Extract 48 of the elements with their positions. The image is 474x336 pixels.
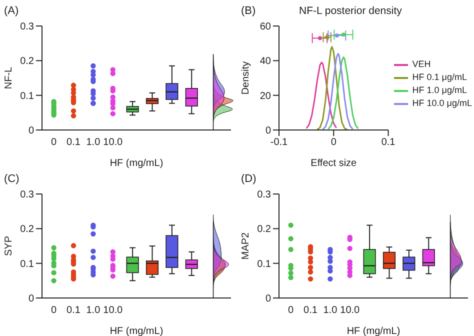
text: (D) — [241, 173, 256, 185]
x-tick-label: 10.0 — [103, 137, 124, 148]
y-tick-label: 0.1 — [20, 258, 34, 270]
legend-label: HF 0.1 μg/mL — [412, 71, 467, 84]
y-tick-label: 0.3 — [257, 190, 272, 201]
x-axis-title: Effect size — [310, 158, 358, 169]
y-axis-title: NF-L — [4, 66, 15, 90]
y-tick-label: 0.3 — [20, 190, 34, 201]
x-tick-label: 0 — [330, 137, 337, 148]
x-tick-label: 0.1 — [66, 137, 81, 148]
y-tick-label: 0.2 — [257, 224, 272, 236]
x-axis-title: HF (mg/mL) — [346, 326, 400, 336]
y-axis-title: Density — [240, 61, 252, 95]
x-tick-label: 0.1 — [381, 137, 396, 148]
text: (C) — [4, 173, 20, 185]
y-tick-label: 0 — [265, 294, 272, 305]
x-tick-label: -0.1 — [270, 137, 288, 148]
y-tick-label: 0 — [28, 126, 34, 137]
legend-label: VEH — [412, 58, 431, 71]
y-tick-label: 0.2 — [20, 224, 34, 236]
x-tick-label: 1.0 — [86, 137, 101, 148]
chart-title: NF-L posterior density — [299, 5, 403, 17]
y-axis-title: SYP — [4, 236, 15, 256]
y-axis-title: MAP2 — [240, 232, 252, 260]
y-tick-label: 0 — [28, 294, 34, 305]
y-tick-label: 60 — [260, 22, 272, 33]
y-tick-label: 0.1 — [257, 258, 272, 270]
x-tick-label: 0.1 — [66, 305, 81, 316]
x-tick-label: 0 — [288, 305, 294, 316]
legend-label: HF 10.0 μg/mL — [412, 97, 472, 110]
x-tick-label: 10.0 — [103, 305, 124, 316]
y-tick-label: 0.3 — [20, 22, 34, 33]
x-axis-title: HF (mg/mL) — [110, 158, 164, 169]
y-tick-label: 0 — [265, 126, 272, 137]
x-tick-label: 0 — [51, 137, 58, 148]
x-tick-label: 0.1 — [304, 305, 318, 316]
x-tick-label: 10.0 — [340, 305, 360, 316]
text: (B) — [241, 5, 256, 17]
x-tick-label: 0 — [51, 305, 58, 316]
y-tick-label: 40 — [260, 56, 272, 68]
x-axis-title: HF (mg/mL) — [110, 326, 164, 336]
y-tick-label: 20 — [260, 90, 272, 102]
y-tick-label: 0.2 — [20, 56, 34, 68]
legend-label: HF 1.0 μg/mL — [412, 84, 467, 97]
y-tick-label: 0.1 — [20, 90, 34, 102]
x-tick-label: 1.0 — [86, 305, 101, 316]
text: (A) — [4, 5, 19, 17]
x-tick-label: 1.0 — [323, 305, 338, 316]
